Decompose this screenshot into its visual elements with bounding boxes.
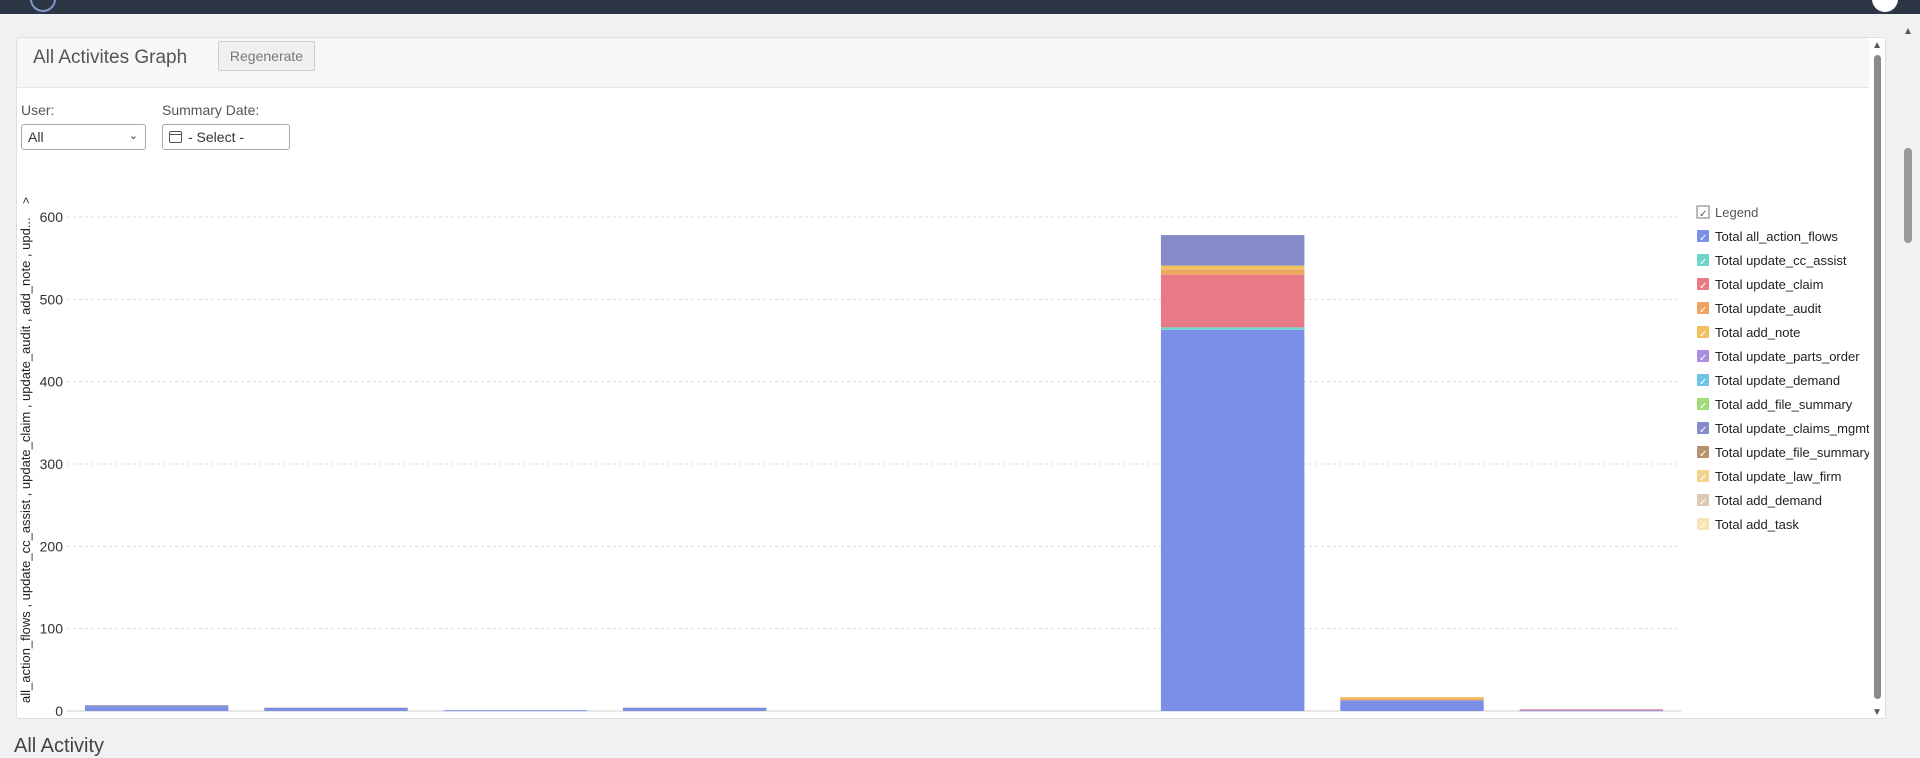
bar-segment bbox=[1160, 265, 1305, 270]
legend-swatch bbox=[1697, 398, 1709, 410]
legend-item: Total update_claims_mgmt bbox=[1715, 421, 1869, 436]
activities-chart: 0 100 200 300 400 500 600 all_action_flows , up… bbox=[18, 197, 1869, 718]
legend-check-icon: ✓ bbox=[1699, 497, 1707, 508]
user-filter-label: User: bbox=[21, 102, 55, 118]
user-avatar[interactable] bbox=[1872, 0, 1898, 12]
legend-item: Total add_task bbox=[1715, 517, 1799, 532]
legend-swatch bbox=[1697, 326, 1709, 338]
app-logo-icon[interactable] bbox=[30, 0, 56, 12]
bar-segment bbox=[622, 708, 767, 711]
bar-segment bbox=[84, 705, 229, 707]
legend-swatch bbox=[1697, 422, 1709, 434]
legend-check-icon: ✓ bbox=[1699, 209, 1707, 220]
legend-item: Total add_file_summary bbox=[1715, 397, 1853, 412]
legend-item: Total add_demand bbox=[1715, 493, 1822, 508]
bar-segment bbox=[1160, 274, 1305, 328]
bar-segment bbox=[84, 706, 229, 711]
legend-check-icon: ✓ bbox=[1699, 353, 1707, 364]
legend-check-icon: ✓ bbox=[1699, 473, 1707, 484]
legend-item: Total all_action_flows bbox=[1715, 229, 1838, 244]
y-tick-label: 0 bbox=[55, 703, 63, 718]
y-tick-label: 300 bbox=[40, 456, 64, 472]
all-activity-section-title: All Activity bbox=[14, 735, 105, 757]
panel-title: All Activites Graph bbox=[33, 47, 188, 68]
y-tick-label: 500 bbox=[40, 291, 64, 307]
bar-segment bbox=[264, 708, 408, 711]
y-axis-label: all_action_flows , update_cc_assist , up… bbox=[18, 217, 33, 703]
activities-graph-panel: All Activites Graph Regenerate User: All… bbox=[16, 37, 1886, 719]
legend-check-icon: ✓ bbox=[1699, 401, 1707, 412]
summary-date-placeholder: - Select - bbox=[188, 129, 245, 145]
bar-segment bbox=[443, 710, 588, 712]
legend-item: Total update_cc_assist bbox=[1715, 253, 1847, 268]
panel-header: All Activites Graph Regenerate bbox=[17, 38, 1871, 88]
bar-segment bbox=[1160, 327, 1305, 330]
legend-swatch bbox=[1697, 350, 1709, 362]
regenerate-button[interactable]: Regenerate bbox=[218, 41, 315, 71]
panel-scrollbar-track[interactable]: ▲ ▼ bbox=[1869, 38, 1885, 718]
scroll-up-icon[interactable]: ▲ bbox=[1872, 40, 1882, 51]
top-navbar bbox=[0, 0, 1920, 14]
legend-check-icon: ✓ bbox=[1699, 305, 1707, 316]
summary-date-input[interactable]: - Select - bbox=[162, 124, 290, 150]
legend-item: Total update_claim bbox=[1715, 277, 1823, 292]
legend-item: Total update_demand bbox=[1715, 373, 1840, 388]
y-axis-expand-icon: > bbox=[19, 197, 33, 204]
y-tick-label: 400 bbox=[40, 374, 64, 390]
bar-segment bbox=[1519, 709, 1664, 711]
legend-item: Total update_file_summary bbox=[1715, 445, 1869, 460]
page-scrollbar[interactable] bbox=[1904, 148, 1912, 243]
bar-segment bbox=[1340, 697, 1484, 699]
legend-item: Total update_law_firm bbox=[1715, 469, 1841, 484]
bar-segment bbox=[1340, 700, 1484, 711]
y-tick-label: 200 bbox=[40, 538, 64, 554]
legend-check-icon: ✓ bbox=[1699, 257, 1707, 268]
legend-toggle-checkbox bbox=[1696, 205, 1710, 219]
bar-segment bbox=[1160, 235, 1305, 266]
legend-check-icon: ✓ bbox=[1699, 521, 1707, 532]
bar-segment bbox=[264, 707, 408, 709]
legend-item: Total update_parts_order bbox=[1715, 349, 1860, 364]
user-select-value: All bbox=[28, 129, 44, 145]
bar-segment bbox=[622, 707, 767, 709]
user-select[interactable]: All ⌄ bbox=[21, 124, 146, 150]
legend-swatch bbox=[1697, 302, 1709, 314]
bar-segment bbox=[1160, 269, 1305, 275]
summary-date-label: Summary Date: bbox=[162, 102, 260, 118]
legend-check-icon: ✓ bbox=[1699, 329, 1707, 340]
chevron-down-icon: ⌄ bbox=[128, 130, 138, 142]
legend-swatch bbox=[1697, 278, 1709, 290]
legend-swatch bbox=[1697, 470, 1709, 482]
legend-check-icon: ✓ bbox=[1699, 425, 1707, 436]
bar-segment bbox=[1340, 698, 1484, 701]
legend-swatch bbox=[1697, 446, 1709, 458]
legend-swatch bbox=[1697, 518, 1709, 530]
legend-title: Legend bbox=[1715, 205, 1758, 220]
legend-check-icon: ✓ bbox=[1699, 377, 1707, 388]
legend-swatch bbox=[1697, 254, 1709, 266]
calendar-icon bbox=[169, 131, 182, 143]
legend-item: Total add_note bbox=[1715, 325, 1800, 340]
legend-swatch bbox=[1697, 374, 1709, 386]
legend-swatch bbox=[1697, 230, 1709, 242]
legend-swatch bbox=[1697, 494, 1709, 506]
legend-check-icon: ✓ bbox=[1699, 281, 1707, 292]
legend-check-icon: ✓ bbox=[1699, 449, 1707, 460]
y-tick-label: 100 bbox=[40, 621, 64, 637]
scroll-down-icon[interactable]: ▼ bbox=[1872, 707, 1882, 718]
bar-segment bbox=[1160, 329, 1305, 711]
legend-check-icon: ✓ bbox=[1699, 233, 1707, 244]
y-tick-label: 600 bbox=[40, 209, 64, 225]
bar-segment bbox=[1519, 710, 1664, 712]
legend-item: Total update_audit bbox=[1715, 301, 1822, 316]
panel-scrollbar-thumb[interactable] bbox=[1874, 55, 1881, 699]
page-scroll-up-icon[interactable]: ▲ bbox=[1903, 26, 1913, 37]
